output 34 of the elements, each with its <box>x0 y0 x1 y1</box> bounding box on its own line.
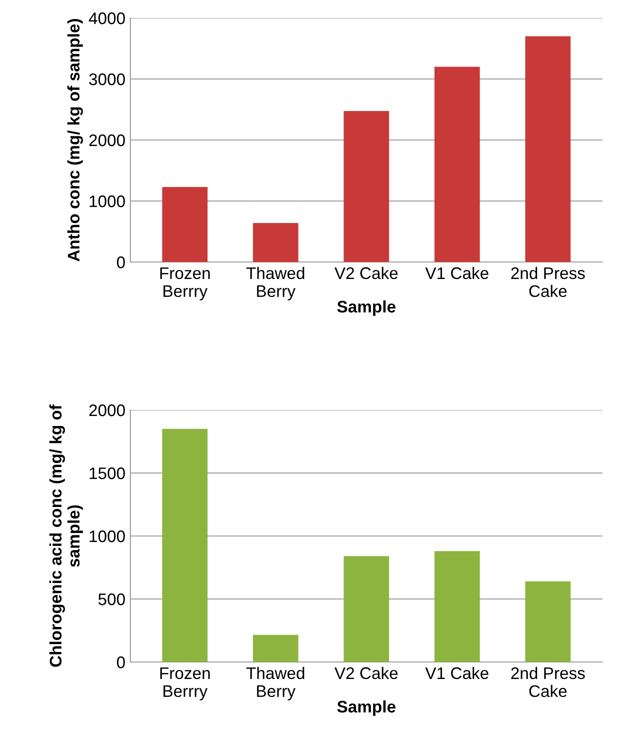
bar <box>344 111 390 262</box>
bar <box>434 66 480 262</box>
x-tick-label: 2nd Press Cake <box>511 666 585 698</box>
y-tick-label: 0 <box>116 656 125 668</box>
x-tick-label: Frozen Berrry <box>160 267 210 300</box>
y-tick-label: 500 <box>98 593 125 606</box>
y-tick-label: 4000 <box>88 12 125 24</box>
x-tick-label: V1 Cake <box>425 666 488 680</box>
y-tick-label: 3000 <box>89 73 125 86</box>
y-axis-title: Antho conc (mg/ kg of sample) <box>67 19 83 262</box>
bar <box>252 222 298 262</box>
x-tick-label: Thawed Berry <box>246 266 304 300</box>
bar <box>434 551 480 662</box>
y-tick-label: 1000 <box>90 195 125 208</box>
y-tick-label: 1000 <box>90 530 125 542</box>
x-tick-label: Thawed Berry <box>246 666 304 700</box>
x-tick-label: V2 Cake <box>334 666 398 680</box>
y-tick-label: 0 <box>116 256 125 268</box>
x-axis-title: Sample <box>337 700 396 716</box>
bar <box>162 428 208 662</box>
x-tick-label: 2nd Press Cake <box>511 266 585 298</box>
x-tick-label: V1 Cake <box>425 266 488 280</box>
y-tick-label: 1500 <box>90 467 125 480</box>
bar <box>252 634 298 662</box>
bar <box>162 186 208 262</box>
bar <box>344 556 390 662</box>
y-axis-title: Chlorogenic acid conc (mg/ kg of sample) <box>49 404 83 667</box>
y-tick-label: 2000 <box>89 134 125 146</box>
bar <box>525 36 571 262</box>
bar <box>525 581 571 662</box>
x-tick-label: Frozen Berrry <box>160 667 210 700</box>
x-tick-label: V2 Cake <box>334 266 398 280</box>
x-axis-title: Sample <box>337 300 396 316</box>
y-tick-label: 2000 <box>89 404 125 416</box>
